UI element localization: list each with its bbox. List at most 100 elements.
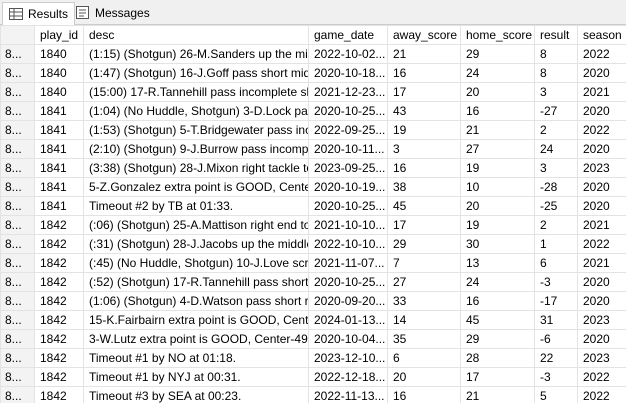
cell: 16 bbox=[460, 101, 535, 121]
row-number: 8... bbox=[0, 177, 35, 197]
cell: 22 bbox=[534, 348, 578, 368]
data-row: 8... 1840 (15:00) 17-R.Tannehill pass inco… bbox=[0, 82, 626, 102]
messages-tab[interactable]: Messages bbox=[70, 2, 156, 23]
cell: 17 bbox=[387, 82, 461, 102]
cell: 29 bbox=[460, 44, 535, 64]
column-header: play_id bbox=[34, 25, 84, 45]
cell: 1841 bbox=[34, 139, 84, 159]
data-row: 8... 1841 (2:10) (Shotgun) 9-J.Burrow pass… bbox=[0, 139, 626, 159]
cell: 3 bbox=[534, 82, 578, 102]
cell: 10 bbox=[460, 177, 535, 197]
cell: -3 bbox=[534, 367, 578, 387]
cell: 2023-09-25... bbox=[308, 158, 388, 178]
row-number: 8... bbox=[0, 329, 35, 349]
cell: 1841 bbox=[34, 177, 84, 197]
cell: 1842 bbox=[34, 367, 84, 387]
cell: 1841 bbox=[34, 120, 84, 140]
data-row: 8... 1842 (:06) (Shotgun) 25-A.Mattison ri… bbox=[0, 215, 626, 235]
row-number: 8... bbox=[0, 367, 35, 387]
cell: 2022 bbox=[577, 234, 626, 254]
cell: (3:38) (Shotgun) 28-J.Mixon right tackle… bbox=[83, 158, 309, 178]
cell: 3 bbox=[534, 158, 578, 178]
cell: 45 bbox=[387, 196, 461, 216]
row-number: 8... bbox=[0, 82, 35, 102]
cell: 31 bbox=[534, 310, 578, 330]
cell: 2023 bbox=[577, 310, 626, 330]
data-row: 8... 1842 Timeout #3 by SEA at 00:23. 2022-… bbox=[0, 386, 626, 403]
column-header: game_date bbox=[308, 25, 388, 45]
row-number: 8... bbox=[0, 120, 35, 140]
row-number: 8... bbox=[0, 158, 35, 178]
cell: 2021 bbox=[577, 253, 626, 273]
cell: 2020-10-25... bbox=[308, 272, 388, 292]
data-row: 8... 1841 5-Z.Gonzalez extra point is GOOD… bbox=[0, 177, 626, 197]
grid-body: 8... 1840 (1:15) (Shotgun) 26-M.Sanders up… bbox=[0, 44, 626, 403]
cell: Timeout #2 by TB at 01:33. bbox=[83, 196, 309, 216]
cell: (:06) (Shotgun) 25-A.Mattison right end … bbox=[83, 215, 309, 235]
cell: 27 bbox=[460, 139, 535, 159]
cell: (1:53) (Shotgun) 5-T.Bridgewater pass in… bbox=[83, 120, 309, 140]
cell: 1842 bbox=[34, 310, 84, 330]
cell: 1842 bbox=[34, 348, 84, 368]
data-row: 8... 1840 (1:47) (Shotgun) 16-J.Goff pass … bbox=[0, 63, 626, 83]
cell: 1842 bbox=[34, 272, 84, 292]
cell: 2023-12-10... bbox=[308, 348, 388, 368]
cell: 21 bbox=[387, 44, 461, 64]
cell: 43 bbox=[387, 101, 461, 121]
data-row: 8... 1841 (1:04) (No Huddle, Shotgun) 3-D.… bbox=[0, 101, 626, 121]
row-number: 8... bbox=[0, 234, 35, 254]
cell: 2022-10-02... bbox=[308, 44, 388, 64]
cell: 1840 bbox=[34, 63, 84, 83]
cell: (:45) (No Huddle, Shotgun) 10-J.Love scr… bbox=[83, 253, 309, 273]
data-row: 8... 1842 (1:06) (Shotgun) 4-D.Watson pass… bbox=[0, 291, 626, 311]
results-tab[interactable]: Results bbox=[2, 2, 76, 25]
cell: 1841 bbox=[34, 196, 84, 216]
cell: 2020 bbox=[577, 196, 626, 216]
cell: 2021-10-10... bbox=[308, 215, 388, 235]
row-number: 8... bbox=[0, 139, 35, 159]
cell: 2020 bbox=[577, 177, 626, 197]
row-number: 8... bbox=[0, 272, 35, 292]
cell: (1:47) (Shotgun) 16-J.Goff pass short mi… bbox=[83, 63, 309, 83]
cell: -17 bbox=[534, 291, 578, 311]
data-row: 8... 1842 3-W.Lutz extra point is GOOD, Ce… bbox=[0, 329, 626, 349]
cell: 2022-09-25... bbox=[308, 120, 388, 140]
cell: 2021 bbox=[577, 215, 626, 235]
cell: 28 bbox=[460, 348, 535, 368]
cell: 16 bbox=[387, 386, 461, 403]
corner-cell bbox=[0, 25, 35, 45]
cell: 2020 bbox=[577, 291, 626, 311]
cell: 2022-10-10... bbox=[308, 234, 388, 254]
cell: 2020-10-11... bbox=[308, 139, 388, 159]
cell: (15:00) 17-R.Tannehill pass incomplete s… bbox=[83, 82, 309, 102]
cell: 1842 bbox=[34, 386, 84, 403]
column-header: desc bbox=[83, 25, 309, 45]
cell: Timeout #1 by NO at 01:18. bbox=[83, 348, 309, 368]
data-row: 8... 1842 Timeout #1 by NYJ at 00:31. 2022-… bbox=[0, 367, 626, 387]
row-number: 8... bbox=[0, 196, 35, 216]
cell: 2020-10-18... bbox=[308, 63, 388, 83]
cell: 6 bbox=[534, 253, 578, 273]
cell: 17 bbox=[460, 367, 535, 387]
cell: 2020-09-20... bbox=[308, 291, 388, 311]
cell: 17 bbox=[387, 215, 461, 235]
cell: 2023 bbox=[577, 158, 626, 178]
cell: 2022 bbox=[577, 44, 626, 64]
cell: 2022 bbox=[577, 386, 626, 403]
cell: 24 bbox=[460, 272, 535, 292]
row-number: 8... bbox=[0, 291, 35, 311]
column-header: season bbox=[577, 25, 626, 45]
cell: 45 bbox=[460, 310, 535, 330]
cell: 2022-11-13... bbox=[308, 386, 388, 403]
cell: 5-Z.Gonzalez extra point is GOOD, Center… bbox=[83, 177, 309, 197]
tab-label: Messages bbox=[95, 5, 150, 20]
row-number: 8... bbox=[0, 215, 35, 235]
cell: 30 bbox=[460, 234, 535, 254]
cell: 2022 bbox=[577, 367, 626, 387]
row-number: 8... bbox=[0, 44, 35, 64]
header-row: play_id desc game_date away_score home_score… bbox=[0, 25, 626, 45]
cell: 1841 bbox=[34, 158, 84, 178]
column-header: home_score bbox=[460, 25, 535, 45]
cell: (1:06) (Shotgun) 4-D.Watson pass short r… bbox=[83, 291, 309, 311]
cell: 2020-10-04... bbox=[308, 329, 388, 349]
